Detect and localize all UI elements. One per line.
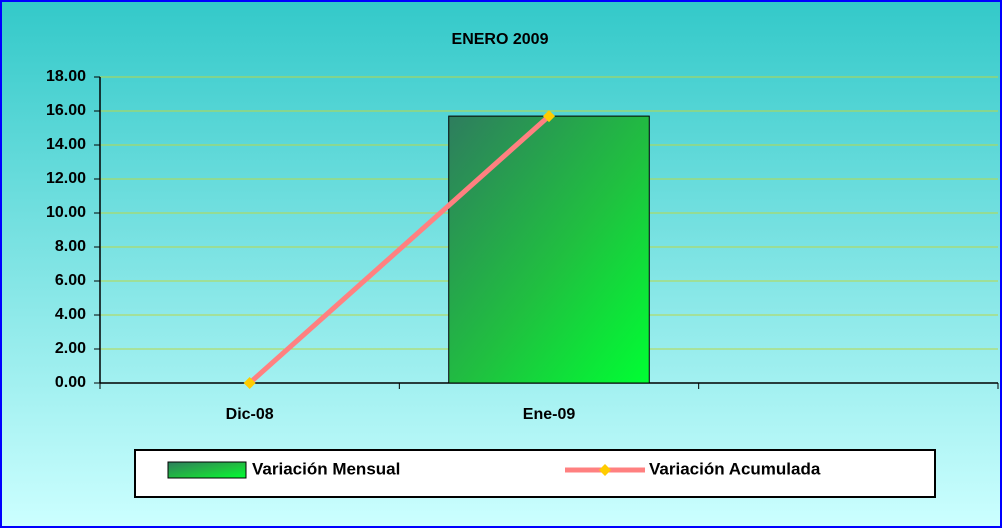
legend-swatch xyxy=(167,461,247,479)
x-tick-label: Dic-08 xyxy=(226,406,274,423)
x-tick-label: Ene-09 xyxy=(523,406,576,423)
legend-marker xyxy=(599,464,611,476)
y-tick-label: 4.00 xyxy=(55,306,86,323)
chart-title: ENERO 2009 xyxy=(452,31,549,48)
y-tick-label: 18.00 xyxy=(46,68,86,85)
y-tick-label: 16.00 xyxy=(46,102,86,119)
y-tick-label: 8.00 xyxy=(55,238,86,255)
y-tick-label: 6.00 xyxy=(55,272,86,289)
line-marker xyxy=(243,377,256,389)
y-tick-label: 14.00 xyxy=(46,136,86,153)
legend-label: Variación Acumulada xyxy=(649,459,821,478)
line xyxy=(248,114,551,385)
y-tick-label: 10.00 xyxy=(46,204,86,221)
legend-label: Variación Mensual xyxy=(252,459,400,478)
y-tick-label: 0.00 xyxy=(55,374,86,391)
bar xyxy=(448,115,650,384)
legend xyxy=(134,449,936,498)
y-tick-label: 2.00 xyxy=(55,340,86,357)
line-marker xyxy=(543,110,555,123)
y-tick-label: 12.00 xyxy=(46,170,86,187)
